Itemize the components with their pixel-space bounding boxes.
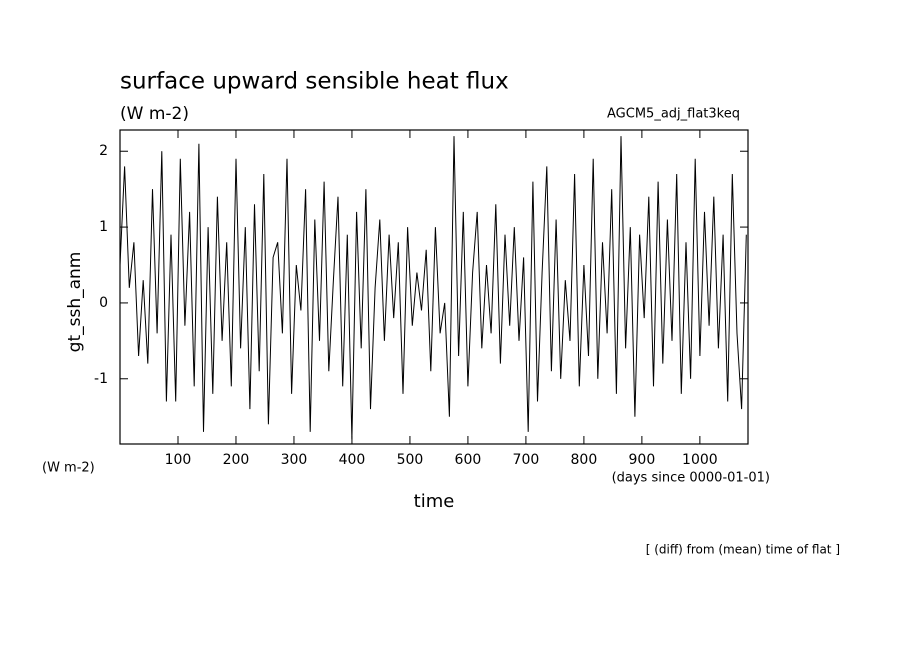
note: [ (diff) from (mean) time of flat ] (646, 543, 840, 557)
x-tick-label: 600 (455, 452, 482, 468)
y-tick-label: -1 (94, 371, 108, 387)
chart-title: surface upward sensible heat flux (120, 69, 509, 95)
y-tick-label: 1 (99, 219, 108, 235)
x-tick-label: 200 (223, 452, 250, 468)
y-units: (W m-2) (42, 461, 95, 476)
x-units: (days since 0000-01-01) (612, 471, 770, 486)
x-tick-label: 100 (165, 452, 192, 468)
run-label: AGCM5_adj_flat3keq (607, 107, 740, 122)
plot-frame (119, 129, 749, 445)
x-tick-label: 800 (571, 452, 598, 468)
x-tick-label: 700 (513, 452, 540, 468)
x-axis-title: time (414, 491, 455, 512)
x-tick-label: 900 (629, 452, 656, 468)
y-tick-label: 0 (99, 295, 108, 311)
x-tick-label: 500 (397, 452, 424, 468)
x-tick-label: 300 (281, 452, 308, 468)
x-tick-label: 1000 (682, 452, 718, 468)
x-tick-label: 400 (339, 452, 366, 468)
data-line (119, 136, 747, 440)
y-tick-label: 2 (99, 143, 108, 159)
chart-subtitle: (W m-2) (120, 104, 189, 124)
y-axis-title: gt_ssh_anm (65, 252, 85, 353)
